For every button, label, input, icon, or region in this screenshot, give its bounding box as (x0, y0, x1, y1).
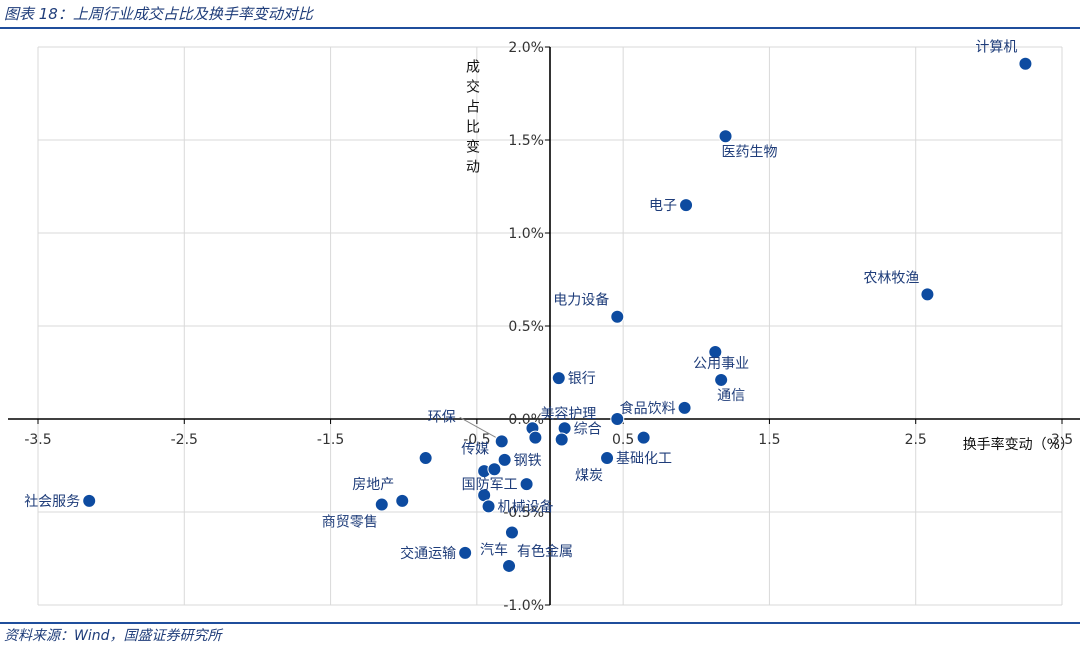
data-point (714, 372, 729, 387)
label-leader-line (459, 416, 496, 438)
point-label: 食品饮料 (620, 400, 676, 417)
figure-title: 图表 18：上周行业成交占比及换手率变动对比 (4, 5, 313, 23)
footer-rule (0, 622, 1080, 624)
data-point (458, 545, 473, 560)
leader-lines (459, 416, 496, 438)
y-tick-label: 1.5% (508, 133, 544, 149)
point-label: 农林牧渔 (863, 270, 919, 286)
y-tick-label: 1.0% (508, 226, 544, 242)
data-point (374, 497, 389, 512)
x-axis-title: 换手率变动（%） (963, 436, 1074, 453)
point-label: 通信 (717, 388, 745, 404)
y-tick-label: 0.5% (508, 319, 544, 335)
axes (8, 46, 1080, 606)
data-point (1018, 56, 1033, 71)
data-point (528, 430, 543, 445)
point-label: 商贸零售 (322, 515, 378, 531)
data-point (395, 493, 410, 508)
point-label: 汽车 (480, 541, 508, 558)
x-tick-label: -2.5 (171, 432, 198, 448)
data-point (677, 400, 692, 415)
x-tick-label: 0.5 (612, 432, 634, 448)
point-label: 综合 (574, 421, 602, 437)
data-point (920, 287, 935, 302)
point-label: 计算机 (975, 40, 1017, 56)
point-label: 钢铁 (514, 453, 542, 469)
x-tick-label: 1.5 (758, 432, 780, 448)
data-point (610, 309, 625, 324)
figure-header: 图表 18：上周行业成交占比及换手率变动对比 (0, 0, 1080, 30)
x-tick-label: -3.5 (24, 432, 51, 448)
data-point (481, 499, 496, 514)
data-point (708, 345, 723, 360)
point-label: 国防军工 (462, 477, 518, 493)
data-point (551, 371, 566, 386)
data-point (504, 525, 519, 540)
x-tick-label: 2.5 (905, 432, 927, 448)
point-label: 电力设备 (553, 292, 609, 309)
point-label: 社会服务 (24, 494, 80, 510)
data-point (497, 452, 512, 467)
data-point (519, 477, 534, 492)
x-tick-label: -1.5 (317, 432, 344, 448)
tick-labels: -3.5 -2.5 -1.5 -0.5 0.5 1.5 2.5 3.5 -1.0% -0.5% 0.… (24, 40, 1073, 614)
y-axis-title: 成交占比变动 (464, 59, 480, 179)
data-point (718, 129, 733, 144)
point-label: 煤炭 (575, 468, 603, 484)
y-tick-label: -0.5% (503, 505, 544, 521)
point-label: 有色金属 (517, 543, 573, 560)
data-point (487, 462, 502, 477)
point-label: 传媒 (461, 441, 489, 457)
data-point (554, 432, 569, 447)
point-label: 公用事业 (693, 356, 749, 372)
scatter-chart: -3.5 -2.5 -1.5 -0.5 0.5 1.5 2.5 3.5 -1.0% -0.5% 0.… (8, 40, 1080, 614)
data-point (418, 451, 433, 466)
data-point (679, 198, 694, 213)
point-label: 基础化工 (616, 450, 672, 467)
point-label: 医药生物 (722, 144, 778, 160)
y-tick-label: -1.0% (503, 598, 544, 614)
point-label: 机械设备 (498, 498, 554, 515)
data-point (494, 434, 509, 449)
data-points (82, 56, 1033, 573)
source-note: 资料来源：Wind，国盛证券研究所 (4, 628, 222, 644)
x-tick-label: -0.5 (463, 432, 490, 448)
point-label: 银行 (568, 371, 596, 387)
y-tick-label: 2.0% (508, 40, 544, 56)
x-tick-label: 3.5 (1051, 432, 1073, 448)
data-point (600, 451, 615, 466)
data-point (636, 430, 651, 445)
point-label: 美容护理 (540, 405, 596, 422)
point-label: 环保 (428, 409, 456, 425)
header-rule (0, 27, 1080, 29)
point-label: 电子 (649, 198, 677, 214)
data-point (502, 558, 517, 573)
data-point (82, 493, 97, 508)
data-point (610, 412, 625, 426)
point-label: 交通运输 (400, 545, 456, 562)
point-label: 房地产 (352, 477, 394, 493)
